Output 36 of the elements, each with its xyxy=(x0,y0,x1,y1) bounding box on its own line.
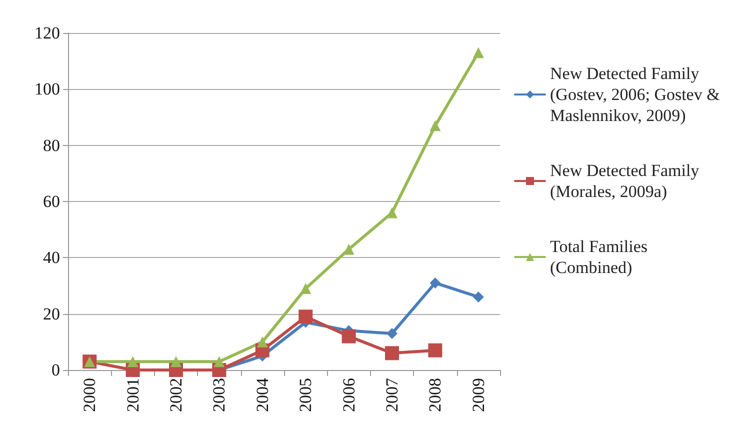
point xyxy=(170,356,182,368)
point xyxy=(430,277,441,288)
x-tick-label: 2005 xyxy=(296,378,316,412)
point xyxy=(430,120,441,132)
point xyxy=(127,356,138,368)
x-tick-label: 2002 xyxy=(166,378,186,412)
point xyxy=(342,329,356,344)
x-tick-label: 2001 xyxy=(123,378,142,412)
x-tick-label: 2003 xyxy=(210,378,229,412)
x-tick-label: 2009 xyxy=(468,378,488,412)
y-tick-label: 120 xyxy=(34,24,60,42)
x-tick-label: 2004 xyxy=(252,378,272,412)
point xyxy=(214,356,225,368)
x-tick-label: 2000 xyxy=(80,378,100,412)
x-tick-label: 2007 xyxy=(382,378,402,412)
legend-label: New Detected Family (Gostev, 2006; Gostev & Maslennikov, 2009) xyxy=(550,64,724,125)
point xyxy=(343,244,354,255)
y-tick-label: 100 xyxy=(34,80,60,99)
point xyxy=(386,207,398,218)
x-tick-label: 2008 xyxy=(426,378,445,412)
x-tick-label: 2006 xyxy=(339,378,358,412)
point xyxy=(472,291,484,302)
y-tick-label: 60 xyxy=(43,192,60,211)
point xyxy=(428,343,442,358)
point xyxy=(385,346,399,360)
point xyxy=(256,336,268,348)
legend-label: New Detected Family (Morales, 2009a) xyxy=(550,161,704,201)
y-tick-label: 80 xyxy=(43,136,60,155)
point xyxy=(300,283,312,294)
point xyxy=(298,310,313,324)
y-tick-label: 0 xyxy=(52,360,60,380)
y-tick-label: 40 xyxy=(43,248,60,268)
y-tick-label: 20 xyxy=(43,304,60,324)
point xyxy=(386,328,398,339)
legend-label: Total Families (Combined) xyxy=(550,237,652,277)
point xyxy=(472,47,484,58)
